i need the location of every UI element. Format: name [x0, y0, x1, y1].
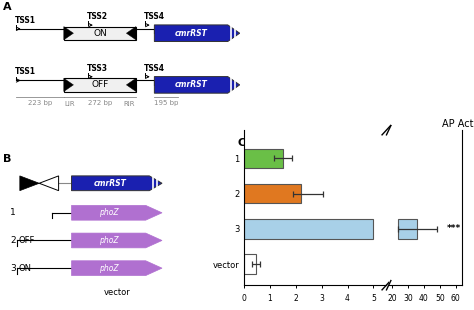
Text: TSS2: TSS2	[87, 12, 108, 21]
Bar	[244, 149, 283, 168]
Text: B: B	[2, 154, 11, 164]
Text: OFF: OFF	[91, 80, 109, 89]
Text: C: C	[237, 138, 245, 148]
Text: phoZ: phoZ	[99, 264, 118, 273]
Bar	[64, 27, 136, 40]
Text: vector: vector	[103, 288, 130, 297]
Text: LIR: LIR	[64, 101, 75, 108]
Text: phoZ: phoZ	[99, 208, 118, 217]
Polygon shape	[20, 176, 39, 191]
Polygon shape	[127, 27, 136, 40]
Polygon shape	[155, 77, 240, 93]
Text: ON: ON	[93, 29, 107, 38]
Text: cmrRST: cmrRST	[94, 179, 127, 188]
Polygon shape	[72, 233, 162, 248]
Text: ON: ON	[18, 264, 32, 273]
Text: TSS1: TSS1	[15, 67, 36, 76]
Polygon shape	[72, 261, 162, 276]
Polygon shape	[64, 78, 73, 91]
Polygon shape	[39, 176, 59, 191]
Text: AP Activity: AP Activity	[442, 119, 474, 129]
Bar	[244, 184, 301, 203]
Text: cmrRST: cmrRST	[174, 29, 208, 38]
Text: 3: 3	[10, 264, 16, 273]
Polygon shape	[155, 25, 240, 42]
Text: 272 bp: 272 bp	[88, 100, 112, 106]
Polygon shape	[72, 176, 162, 191]
Text: TSS1: TSS1	[15, 16, 36, 25]
Bar	[398, 219, 418, 238]
Text: TSS4: TSS4	[144, 12, 165, 21]
Text: cmrRST: cmrRST	[174, 80, 208, 89]
Text: 195 bp: 195 bp	[154, 100, 178, 106]
Text: TSS4: TSS4	[144, 64, 165, 73]
Text: 1: 1	[10, 208, 16, 217]
Text: A: A	[2, 2, 11, 12]
Text: phoZ: phoZ	[99, 236, 118, 245]
Text: TSS3: TSS3	[87, 64, 108, 73]
Text: OFF: OFF	[18, 236, 35, 245]
Polygon shape	[127, 78, 136, 91]
Text: ***: ***	[447, 224, 461, 233]
Polygon shape	[64, 27, 73, 40]
Bar	[244, 219, 374, 238]
Polygon shape	[72, 206, 162, 220]
Bar	[64, 78, 136, 91]
Text: 223 bp: 223 bp	[27, 100, 52, 106]
Text: RIR: RIR	[124, 101, 135, 108]
Text: 2: 2	[10, 236, 16, 245]
Bar	[244, 255, 256, 274]
